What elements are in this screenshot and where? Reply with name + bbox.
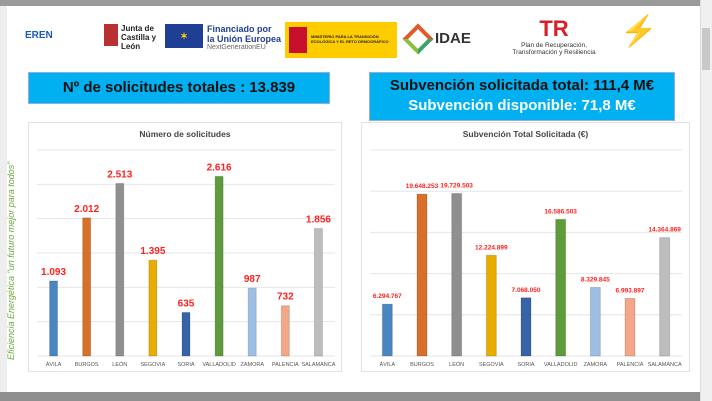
data-label: 2.616 — [207, 162, 232, 173]
tick-label: VALLADOLID — [544, 362, 578, 368]
bar-salamanca — [313, 228, 323, 357]
data-label: 987 — [244, 274, 261, 285]
requests-chart: Número de solicitudes 1.093 ÁVILA 2.012 BUR… — [28, 122, 342, 372]
bar-salamanca — [659, 237, 671, 357]
bar-burgos — [416, 193, 428, 357]
bar-segovia — [148, 259, 158, 357]
bar-zamora — [589, 286, 601, 357]
tick-label: ZAMORA — [240, 362, 264, 368]
side-slogan: Eficiencia Energética "un futuro mejor p… — [6, 161, 16, 361]
bar-segovia — [485, 254, 497, 357]
tick-label: BURGOS — [75, 362, 99, 368]
tick-label: PALENCIA — [272, 362, 299, 368]
total-requests-box: Nº de solicitudes totales : 13.839 — [28, 72, 330, 104]
eren-logo: EREN — [25, 30, 53, 41]
wind-solar-icon: ⚡ — [620, 15, 658, 48]
tick-label: LEÓN — [449, 361, 464, 368]
logo-strip: EREN Junta de Castilla y León ✶ Financia… — [20, 14, 690, 74]
data-label: 6.993.897 — [616, 287, 645, 294]
data-label: 19.729.503 — [440, 182, 473, 189]
chart-title: Subvención Total Solicitada (€) — [462, 129, 589, 139]
bar-valladolid — [214, 175, 224, 357]
tick-label: ÁVILA — [46, 361, 62, 368]
plan-logo: TR Plan de Recuperación, Transformación y… — [512, 16, 596, 56]
subsidy-box: Subvención solicitada total: 111,4 M€ Su… — [369, 72, 675, 121]
data-label: 1.856 — [306, 215, 331, 226]
data-label: 6.294.767 — [373, 293, 402, 300]
chart-title: Número de solicitudes — [139, 129, 231, 139]
bar-valladolid — [555, 218, 567, 357]
data-label: 7.068.050 — [512, 287, 541, 294]
tick-label: ZAMORA — [584, 362, 608, 368]
scrollbar-thumb[interactable] — [702, 28, 710, 70]
subsidy-requested: Subvención solicitada total: 111,4 M€ — [389, 77, 655, 94]
data-label: 635 — [178, 298, 195, 309]
tick-label: SORIA — [177, 362, 194, 368]
bar-zamora — [247, 287, 257, 357]
data-label: 14.364.869 — [648, 227, 681, 234]
scrollbar[interactable] — [700, 0, 712, 401]
idae-logo: IDAE — [402, 23, 471, 55]
bar-león — [115, 182, 125, 357]
tick-label: SEGOVIA — [479, 362, 504, 368]
tick-label: ÁVILA — [380, 361, 396, 368]
bar-soria — [181, 311, 191, 357]
data-label: 732 — [277, 292, 294, 303]
data-label: 8.329.845 — [581, 276, 610, 283]
bar-palencia — [624, 297, 636, 357]
bar-ávila — [381, 303, 393, 357]
tick-label: SALAMANCA — [648, 362, 682, 368]
bar-león — [451, 192, 463, 357]
data-label: 2.012 — [74, 204, 99, 215]
tick-label: SEGOVIA — [141, 362, 166, 368]
data-label: 12.224.899 — [475, 244, 508, 251]
subsidy-chart: Subvención Total Solicitada (€) 6.294.76… — [361, 122, 690, 372]
bottom-bar — [0, 392, 700, 401]
left-edge — [0, 6, 7, 392]
data-label: 16.586.503 — [544, 208, 577, 215]
data-label: 1.093 — [41, 267, 66, 278]
tick-label: PALENCIA — [617, 362, 644, 368]
data-label: 19.648.253 — [406, 183, 439, 190]
ministerio-logo: MINISTERIO PARA LA TRANSICIÓN ECOLÓGICA … — [285, 22, 397, 58]
eu-logo: ✶ Financiado por la Unión Europea NextGene… — [165, 24, 295, 51]
bar-soria — [520, 297, 532, 357]
bar-burgos — [82, 217, 92, 357]
data-label: 2.513 — [107, 169, 132, 180]
top-bar — [0, 0, 708, 6]
tick-label: SALAMANCA — [301, 362, 335, 368]
tick-label: BURGOS — [410, 362, 434, 368]
tick-label: SORIA — [517, 362, 534, 368]
junta-logo: Junta de Castilla y León — [104, 24, 162, 51]
requests-chart-svg: 1.093 ÁVILA 2.012 BURGOS 2.513 LEÓN 1.395 SEGOV… — [37, 149, 336, 368]
bar-ávila — [49, 280, 59, 357]
bar-palencia — [280, 305, 290, 357]
data-label: 1.395 — [140, 246, 165, 257]
subsidy-available: Subvención disponible: 71,8 M€ — [408, 97, 636, 114]
tick-label: VALLADOLID — [202, 362, 236, 368]
tick-label: LEÓN — [112, 361, 127, 368]
subsidy-chart-svg: 6.294.767 ÁVILA 19.648.253 BURGOS 19.729.503… — [370, 149, 682, 368]
